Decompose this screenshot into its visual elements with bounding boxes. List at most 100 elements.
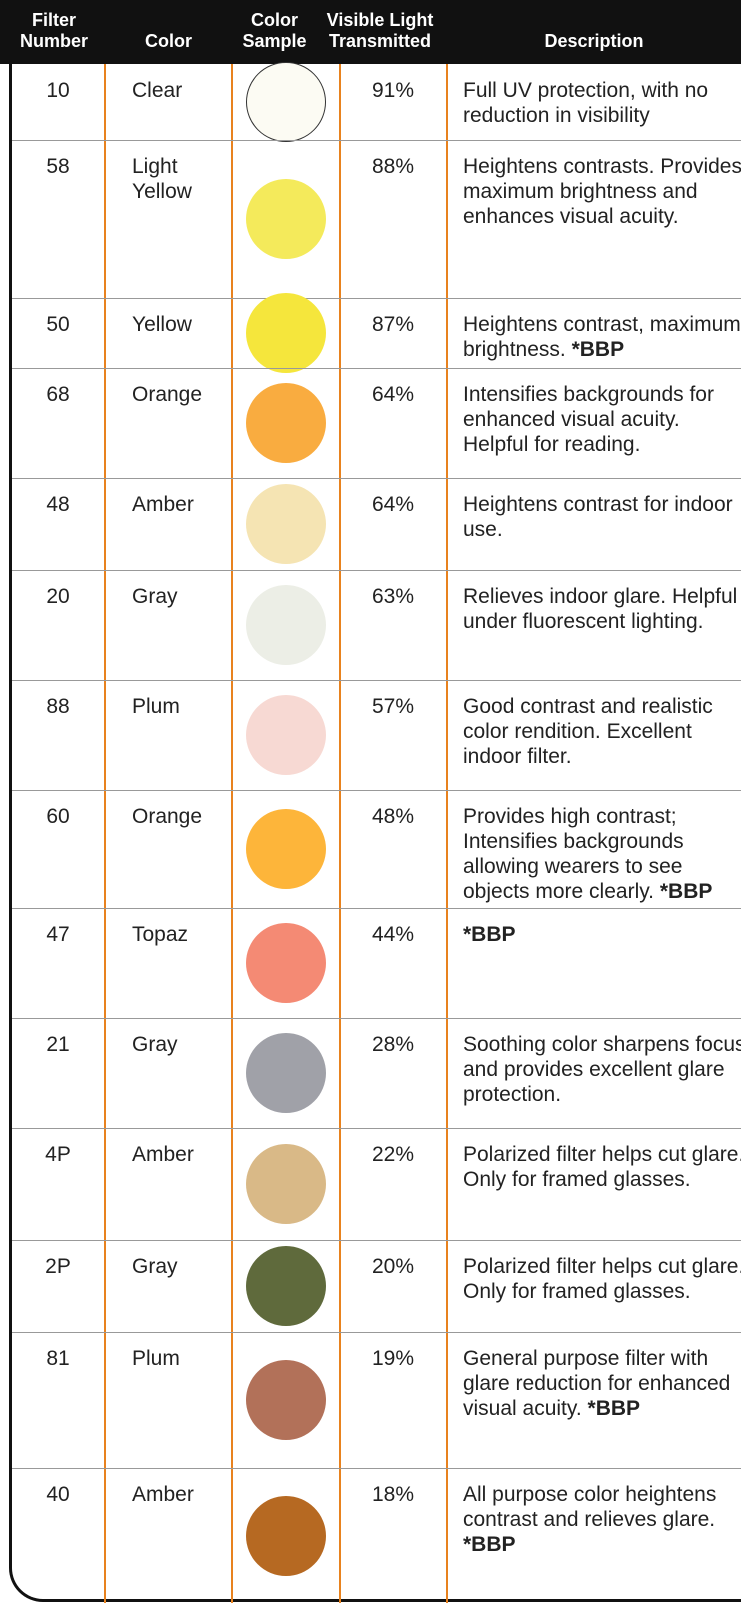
color-swatch xyxy=(246,695,326,775)
light-transmitted: 64% xyxy=(371,493,415,516)
description-text: Provides high contrast; Intensifies back… xyxy=(463,805,684,903)
filter-number: 68 xyxy=(46,383,70,406)
color-name: Orange xyxy=(132,383,203,406)
light-transmitted: 18% xyxy=(371,1483,415,1506)
description-text: Full UV protection, with no reduction in… xyxy=(463,79,709,127)
note: *BBP xyxy=(463,923,516,946)
header-bar: Filter Number Color Color Sample Visible… xyxy=(0,0,741,64)
color-swatch xyxy=(246,383,326,463)
color-swatch xyxy=(246,179,326,259)
header-cell: Visible Light Transmitted xyxy=(326,10,434,51)
light-transmitted: 44% xyxy=(371,923,415,946)
description-text: Intensifies backgrounds for enhanced vis… xyxy=(463,383,714,456)
row-rule xyxy=(12,298,741,299)
row-rule xyxy=(12,140,741,141)
color-swatch xyxy=(246,1033,326,1113)
header-cell: Description xyxy=(544,31,644,51)
column-rule xyxy=(339,64,341,1603)
color-name: Yellow xyxy=(132,313,192,336)
filter-number: 20 xyxy=(46,585,70,608)
light-transmitted: 20% xyxy=(371,1255,415,1278)
header-cell: Color xyxy=(145,31,192,51)
color-swatch xyxy=(246,1495,326,1576)
description-text: Polarized filter helps cut glare. Only f… xyxy=(463,1143,741,1191)
row-rule xyxy=(12,680,741,681)
color-name: Gray xyxy=(132,585,178,608)
light-transmitted: 22% xyxy=(371,1143,415,1166)
row-rule xyxy=(12,1332,741,1333)
color-swatch xyxy=(246,62,326,142)
light-transmitted: 88% xyxy=(371,155,415,178)
light-transmitted: 64% xyxy=(371,383,415,406)
description: Heightens contrast, maximum brightness. … xyxy=(463,312,741,362)
light-transmitted: 87% xyxy=(371,313,415,336)
light-transmitted: 57% xyxy=(371,695,415,718)
color-name: Light Yellow xyxy=(132,155,192,203)
row-rule xyxy=(12,478,741,479)
light-transmitted: 28% xyxy=(371,1033,415,1056)
description: Polarized filter helps cut glare. Only f… xyxy=(463,1142,741,1192)
row-rule xyxy=(12,1128,741,1129)
description: Polarized filter helps cut glare. Only f… xyxy=(463,1254,741,1304)
row-rule xyxy=(12,908,741,909)
description-text: Relieves indoor glare. Helpful under flu… xyxy=(463,585,738,633)
column-rule xyxy=(446,64,448,1603)
color-name: Plum xyxy=(132,695,180,718)
description: Intensifies backgrounds for enhanced vis… xyxy=(463,382,741,457)
light-transmitted: 63% xyxy=(371,585,415,608)
description-text: Polarized filter helps cut glare. Only f… xyxy=(463,1255,741,1303)
description: Provides high contrast; Intensifies back… xyxy=(463,804,741,904)
description: Heightens contrasts. Provides maximum br… xyxy=(463,154,741,229)
filter-number: 40 xyxy=(46,1483,70,1506)
description-text: Heightens contrasts. Provides maximum br… xyxy=(463,155,741,228)
color-swatch xyxy=(246,484,326,564)
color-swatch xyxy=(246,1246,326,1326)
filter-number: 21 xyxy=(46,1033,70,1056)
note: *BBP xyxy=(571,338,625,361)
row-rule xyxy=(12,1468,741,1469)
light-transmitted: 19% xyxy=(371,1347,415,1370)
color-swatch xyxy=(246,809,326,889)
filter-number: 4P xyxy=(45,1143,71,1166)
row-rule xyxy=(12,368,741,369)
description: Good contrast and realistic color rendit… xyxy=(463,694,741,769)
note: *BBP xyxy=(587,1397,641,1420)
description: *BBP xyxy=(463,922,741,947)
row-rule xyxy=(12,1018,741,1019)
row-rule xyxy=(12,570,741,571)
light-transmitted: 91% xyxy=(371,79,415,102)
color-swatch xyxy=(246,1144,326,1224)
filter-number: 60 xyxy=(46,805,70,828)
light-transmitted: 48% xyxy=(371,805,415,828)
description: Heightens contrast for indoor use. xyxy=(463,492,741,542)
filter-number: 10 xyxy=(46,79,70,102)
column-rule xyxy=(231,64,233,1603)
frame xyxy=(9,0,741,1602)
description: General purpose filter with glare reduct… xyxy=(463,1346,741,1421)
header-cell: Filter Number xyxy=(19,10,88,51)
filter-number: 88 xyxy=(46,695,70,718)
color-name: Amber xyxy=(132,1483,194,1506)
description-text: General purpose filter with glare reduct… xyxy=(463,1347,731,1420)
filter-number: 47 xyxy=(46,923,70,946)
filter-number: 2P xyxy=(45,1255,71,1278)
color-name: Amber xyxy=(132,1143,194,1166)
color-name: Gray xyxy=(132,1255,178,1278)
color-name: Clear xyxy=(132,79,183,102)
color-swatch xyxy=(246,585,326,665)
filter-number: 50 xyxy=(46,313,70,336)
color-swatch xyxy=(246,293,326,373)
description: Soothing color sharpens focus and provid… xyxy=(463,1032,741,1107)
header-cell: Color Sample xyxy=(242,10,307,51)
color-swatch xyxy=(246,923,326,1003)
color-name: Topaz xyxy=(132,923,189,946)
color-name: Plum xyxy=(132,1347,180,1370)
description-text: Heightens contrast for indoor use. xyxy=(463,493,733,541)
description-text: Good contrast and realistic color rendit… xyxy=(463,695,713,768)
note: *BBP xyxy=(463,1533,516,1556)
color-swatch xyxy=(246,1360,326,1440)
description: Full UV protection, with no reduction in… xyxy=(463,78,741,128)
color-name: Orange xyxy=(132,805,203,828)
color-name: Amber xyxy=(132,493,194,516)
